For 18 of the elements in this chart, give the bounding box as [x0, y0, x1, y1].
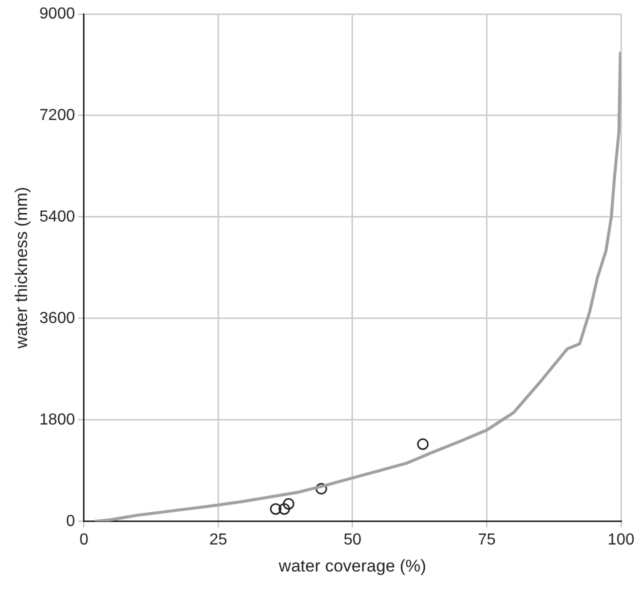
point [417, 438, 429, 450]
y-tick-label: 0 [66, 512, 76, 530]
y-tick-label: 3600 [39, 310, 76, 327]
x-tick-label: 0 [80, 531, 89, 548]
y-tick-label: 9000 [39, 5, 76, 22]
point [278, 503, 290, 515]
x-tick-label: 100 [608, 531, 634, 548]
y-tick-label: 1800 [39, 411, 76, 428]
x-axis-title: water coverage (%) [278, 556, 426, 576]
x-tick-label: 50 [344, 531, 362, 548]
y-tick-label: 5400 [39, 208, 76, 226]
point [282, 498, 294, 510]
point [270, 503, 282, 515]
x-tick-label: 75 [478, 531, 496, 548]
point [316, 482, 328, 494]
x-tick-label: 25 [209, 531, 228, 548]
y-axis-title: water thickness (mm) [12, 186, 31, 350]
y-tick-label: 7200 [39, 106, 76, 124]
